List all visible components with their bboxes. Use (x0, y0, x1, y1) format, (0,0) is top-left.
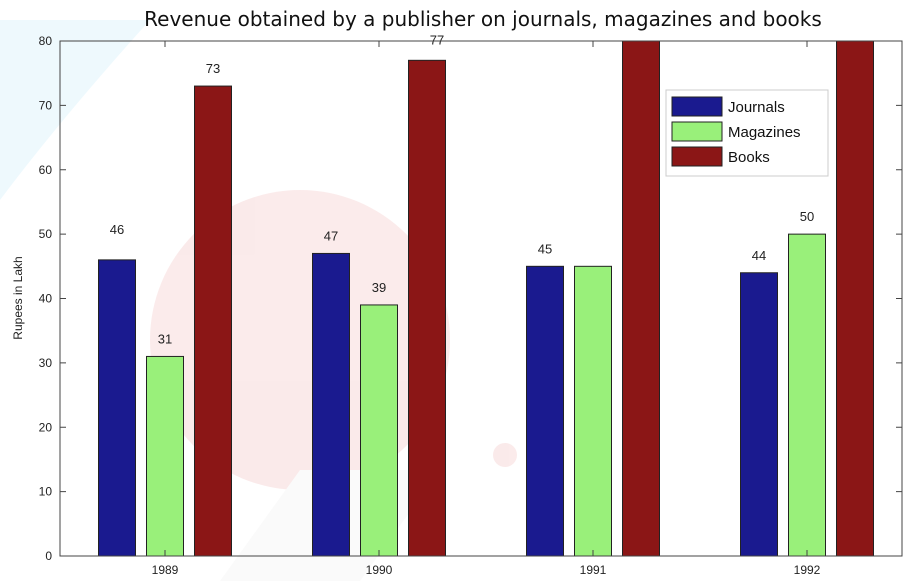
data-label-journals-1992: 44 (752, 248, 766, 263)
value-labels-layer: 46 31 73 47 39 77 45 44 50 (110, 32, 814, 346)
x-tick-label-1990: 1990 (366, 563, 393, 577)
legend-label-magazines: Magazines (728, 124, 801, 141)
y-axis-label: Rupees in Lakh (11, 256, 25, 339)
data-label-magazines-1990: 39 (372, 280, 386, 295)
data-label-journals-1989: 46 (110, 222, 124, 237)
bar-books-1990 (408, 59, 446, 557)
y-tick-label-80: 80 (39, 34, 53, 48)
y-tick-label-40: 40 (39, 292, 53, 306)
x-tick-label-1989: 1989 (152, 563, 179, 577)
x-axis-ticks: 1989 1990 1991 1992 (152, 41, 821, 577)
bar-magazines-1989 (146, 355, 184, 557)
data-label-magazines-1989: 31 (158, 331, 172, 346)
bar-books-1991 (622, 40, 660, 557)
y-axis-ticks: 0 10 20 30 40 50 60 70 80 (39, 34, 902, 563)
x-tick-label-1992: 1992 (794, 563, 821, 577)
bar-journals-1989 (98, 259, 136, 557)
bars-layer (98, 40, 874, 557)
y-tick-label-60: 60 (39, 163, 53, 177)
legend-label-books: Books (728, 149, 770, 166)
bar-journals-1990 (312, 252, 350, 557)
y-tick-label-10: 10 (39, 485, 53, 499)
bar-magazines-1992 (788, 233, 826, 557)
bar-magazines-1991 (574, 265, 612, 557)
y-tick-label-50: 50 (39, 227, 53, 241)
data-label-journals-1990: 47 (324, 228, 338, 243)
legend-swatch-books (671, 146, 723, 167)
data-label-journals-1991: 45 (538, 241, 552, 256)
legend: Journals Magazines Books (665, 89, 829, 177)
x-tick-label-1991: 1991 (580, 563, 607, 577)
bar-books-1992 (836, 40, 874, 557)
y-tick-label-30: 30 (39, 356, 53, 370)
legend-swatch-journals (671, 96, 723, 117)
bar-journals-1992 (740, 272, 778, 557)
y-tick-label-70: 70 (39, 98, 53, 112)
y-tick-label-20: 20 (39, 420, 53, 434)
bar-journals-1991 (526, 265, 564, 557)
chart-title: Revenue obtained by a publisher on journ… (144, 7, 822, 31)
data-label-magazines-1992: 50 (800, 209, 814, 224)
legend-label-journals: Journals (728, 99, 785, 116)
bar-books-1989 (194, 85, 232, 557)
data-label-books-1989: 73 (206, 61, 220, 76)
data-label-books-1990: 77 (430, 32, 444, 47)
y-tick-label-0: 0 (45, 549, 52, 563)
bar-magazines-1990 (360, 304, 398, 557)
legend-swatch-magazines (671, 121, 723, 142)
